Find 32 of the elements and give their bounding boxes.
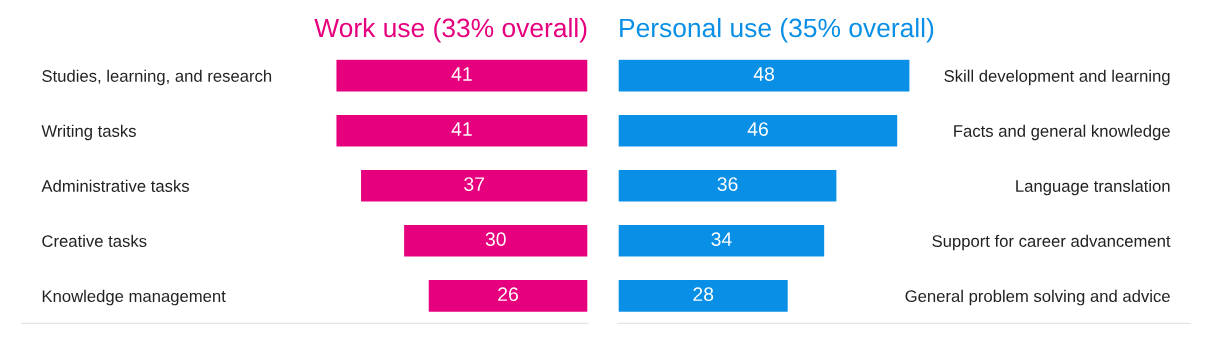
bar bbox=[427, 278, 588, 314]
bar bbox=[618, 278, 790, 314]
bar bbox=[402, 223, 588, 259]
y-tick-label: Language translation bbox=[1016, 179, 1170, 196]
y-tick-label: Knowledge management bbox=[42, 289, 226, 306]
bar bbox=[618, 58, 911, 93]
data-label: 41 bbox=[451, 67, 472, 81]
bar bbox=[335, 58, 588, 93]
y-tick-label: Support for career advancement bbox=[932, 234, 1171, 251]
data-label: 30 bbox=[485, 232, 506, 247]
y-tick-label: Facts and general knowledge bbox=[954, 124, 1170, 141]
data-label: 37 bbox=[464, 177, 485, 191]
y-tick-label: Studies, learning, and research bbox=[42, 69, 272, 86]
data-label: 34 bbox=[711, 232, 732, 247]
data-label: 28 bbox=[693, 287, 714, 302]
bar bbox=[618, 113, 899, 148]
data-label: 46 bbox=[747, 122, 768, 136]
data-label: 41 bbox=[451, 122, 472, 136]
bar bbox=[335, 113, 588, 148]
y-tick-label: Writing tasks bbox=[41, 124, 136, 141]
bar bbox=[618, 168, 838, 203]
chart-title: Personal use (35% overall) bbox=[620, 17, 934, 43]
bar bbox=[618, 223, 826, 259]
data-label: 26 bbox=[498, 287, 518, 302]
data-label: 36 bbox=[717, 177, 738, 191]
data-label: 48 bbox=[753, 67, 775, 81]
y-tick-label: Administrative tasks bbox=[41, 179, 190, 192]
y-tick-label: Creative tasks bbox=[42, 234, 147, 247]
y-tick-label: General problem solving and advice bbox=[905, 289, 1170, 306]
y-tick-label: Skill development and learning bbox=[944, 69, 1170, 86]
bar bbox=[359, 168, 588, 203]
chart-title: Work use (33% overall) bbox=[314, 17, 587, 43]
